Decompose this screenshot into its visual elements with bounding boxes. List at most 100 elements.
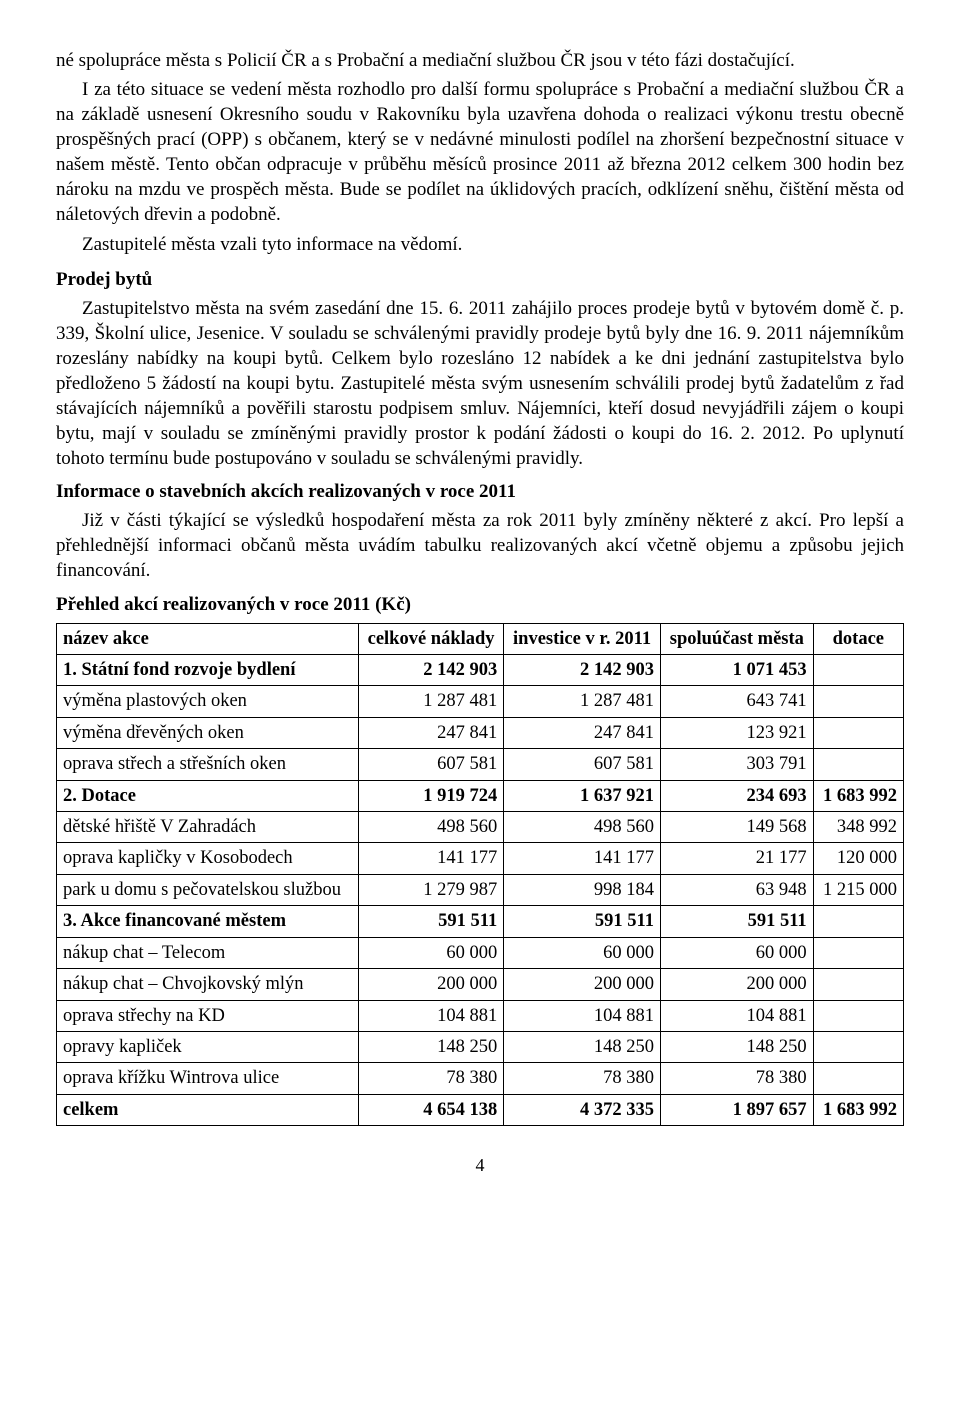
cell-value: 21 177 bbox=[660, 843, 813, 874]
table-row: opravy kapliček148 250148 250148 250 bbox=[57, 1031, 904, 1062]
cell-value: 200 000 bbox=[504, 969, 661, 1000]
cell-value: 1 071 453 bbox=[660, 655, 813, 686]
cell-label: dětské hřiště V Zahradách bbox=[57, 812, 359, 843]
heading-informace: Informace o stavebních akcích realizovan… bbox=[56, 479, 904, 504]
cell-value: 1 919 724 bbox=[358, 780, 503, 811]
cell-value: 234 693 bbox=[660, 780, 813, 811]
cell-value: 998 184 bbox=[504, 874, 661, 905]
cell-value bbox=[813, 1000, 903, 1031]
cell-value bbox=[813, 717, 903, 748]
cell-value: 63 948 bbox=[660, 874, 813, 905]
table-row: oprava křížku Wintrova ulice78 38078 380… bbox=[57, 1063, 904, 1094]
cell-value: 348 992 bbox=[813, 812, 903, 843]
cell-value: 1 683 992 bbox=[813, 780, 903, 811]
cell-value: 148 250 bbox=[660, 1031, 813, 1062]
table-row: nákup chat – Chvojkovský mlýn200 000200 … bbox=[57, 969, 904, 1000]
cell-label: opravy kapliček bbox=[57, 1031, 359, 1062]
cell-value bbox=[813, 937, 903, 968]
body-para: Zastupitelé města vzali tyto informace n… bbox=[56, 232, 904, 257]
table-row: oprava střech a střešních oken607 581607… bbox=[57, 749, 904, 780]
cell-label: oprava střechy na KD bbox=[57, 1000, 359, 1031]
cell-value: 643 741 bbox=[660, 686, 813, 717]
table-header-row: název akce celkové náklady investice v r… bbox=[57, 623, 904, 654]
cell-label: oprava kapličky v Kosobodech bbox=[57, 843, 359, 874]
cell-value: 591 511 bbox=[358, 906, 503, 937]
cell-value: 2 142 903 bbox=[358, 655, 503, 686]
heading-prehled: Přehled akcí realizovaných v roce 2011 (… bbox=[56, 592, 904, 617]
table-row: výměna dřevěných oken247 841247 841123 9… bbox=[57, 717, 904, 748]
cell-value: 200 000 bbox=[358, 969, 503, 1000]
table-row: 1. Státní fond rozvoje bydlení2 142 9032… bbox=[57, 655, 904, 686]
col-spoluucast: spoluúčast města bbox=[660, 623, 813, 654]
cell-value: 607 581 bbox=[504, 749, 661, 780]
cell-label: park u domu s pečovatelskou službou bbox=[57, 874, 359, 905]
cell-value: 247 841 bbox=[358, 717, 503, 748]
cell-value bbox=[813, 655, 903, 686]
cell-label: nákup chat – Chvojkovský mlýn bbox=[57, 969, 359, 1000]
cell-value: 104 881 bbox=[660, 1000, 813, 1031]
table-row: park u domu s pečovatelskou službou1 279… bbox=[57, 874, 904, 905]
cell-value: 498 560 bbox=[358, 812, 503, 843]
cell-value: 141 177 bbox=[504, 843, 661, 874]
cell-value bbox=[813, 906, 903, 937]
cell-value: 1 279 987 bbox=[358, 874, 503, 905]
cell-value: 78 380 bbox=[358, 1063, 503, 1094]
cell-value: 303 791 bbox=[660, 749, 813, 780]
col-investice: investice v r. 2011 bbox=[504, 623, 661, 654]
cell-label: oprava střech a střešních oken bbox=[57, 749, 359, 780]
table-row: 2. Dotace1 919 7241 637 921234 6931 683 … bbox=[57, 780, 904, 811]
cell-value: 498 560 bbox=[504, 812, 661, 843]
table-row: celkem4 654 1384 372 3351 897 6571 683 9… bbox=[57, 1094, 904, 1125]
akce-table: název akce celkové náklady investice v r… bbox=[56, 623, 904, 1127]
table-row: oprava střechy na KD104 881104 881104 88… bbox=[57, 1000, 904, 1031]
cell-value: 78 380 bbox=[660, 1063, 813, 1094]
table-row: dětské hřiště V Zahradách498 560498 5601… bbox=[57, 812, 904, 843]
cell-value: 120 000 bbox=[813, 843, 903, 874]
cell-value: 123 921 bbox=[660, 717, 813, 748]
cell-value: 60 000 bbox=[358, 937, 503, 968]
table-row: nákup chat – Telecom60 00060 00060 000 bbox=[57, 937, 904, 968]
cell-label: 3. Akce financované městem bbox=[57, 906, 359, 937]
cell-value: 1 287 481 bbox=[358, 686, 503, 717]
table-row: výměna plastových oken1 287 4811 287 481… bbox=[57, 686, 904, 717]
cell-value: 591 511 bbox=[504, 906, 661, 937]
cell-label: celkem bbox=[57, 1094, 359, 1125]
cell-value bbox=[813, 969, 903, 1000]
body-para: né spolupráce města s Policií ČR a s Pro… bbox=[56, 48, 904, 73]
cell-value: 200 000 bbox=[660, 969, 813, 1000]
cell-value bbox=[813, 1031, 903, 1062]
cell-value bbox=[813, 749, 903, 780]
cell-value: 104 881 bbox=[504, 1000, 661, 1031]
heading-prodej-bytu: Prodej bytů bbox=[56, 267, 904, 292]
col-dotace: dotace bbox=[813, 623, 903, 654]
cell-value bbox=[813, 1063, 903, 1094]
cell-value: 1 287 481 bbox=[504, 686, 661, 717]
cell-value: 4 372 335 bbox=[504, 1094, 661, 1125]
cell-value: 141 177 bbox=[358, 843, 503, 874]
cell-value: 60 000 bbox=[660, 937, 813, 968]
body-para: Již v části týkající se výsledků hospoda… bbox=[56, 508, 904, 583]
table-row: 3. Akce financované městem591 511591 511… bbox=[57, 906, 904, 937]
cell-value: 148 250 bbox=[504, 1031, 661, 1062]
cell-label: výměna dřevěných oken bbox=[57, 717, 359, 748]
cell-label: 2. Dotace bbox=[57, 780, 359, 811]
cell-value: 1 897 657 bbox=[660, 1094, 813, 1125]
cell-value bbox=[813, 686, 903, 717]
cell-label: oprava křížku Wintrova ulice bbox=[57, 1063, 359, 1094]
cell-value: 4 654 138 bbox=[358, 1094, 503, 1125]
table-row: oprava kapličky v Kosobodech141 177141 1… bbox=[57, 843, 904, 874]
cell-value: 149 568 bbox=[660, 812, 813, 843]
cell-value: 78 380 bbox=[504, 1063, 661, 1094]
page-number: 4 bbox=[56, 1154, 904, 1178]
cell-value: 104 881 bbox=[358, 1000, 503, 1031]
cell-value: 148 250 bbox=[358, 1031, 503, 1062]
cell-value: 1 683 992 bbox=[813, 1094, 903, 1125]
cell-value: 60 000 bbox=[504, 937, 661, 968]
cell-value: 1 637 921 bbox=[504, 780, 661, 811]
cell-value: 1 215 000 bbox=[813, 874, 903, 905]
cell-value: 607 581 bbox=[358, 749, 503, 780]
col-nazev: název akce bbox=[57, 623, 359, 654]
cell-label: 1. Státní fond rozvoje bydlení bbox=[57, 655, 359, 686]
body-para: I za této situace se vedení města rozhod… bbox=[56, 77, 904, 227]
body-para: Zastupitelstvo města na svém zasedání dn… bbox=[56, 296, 904, 472]
